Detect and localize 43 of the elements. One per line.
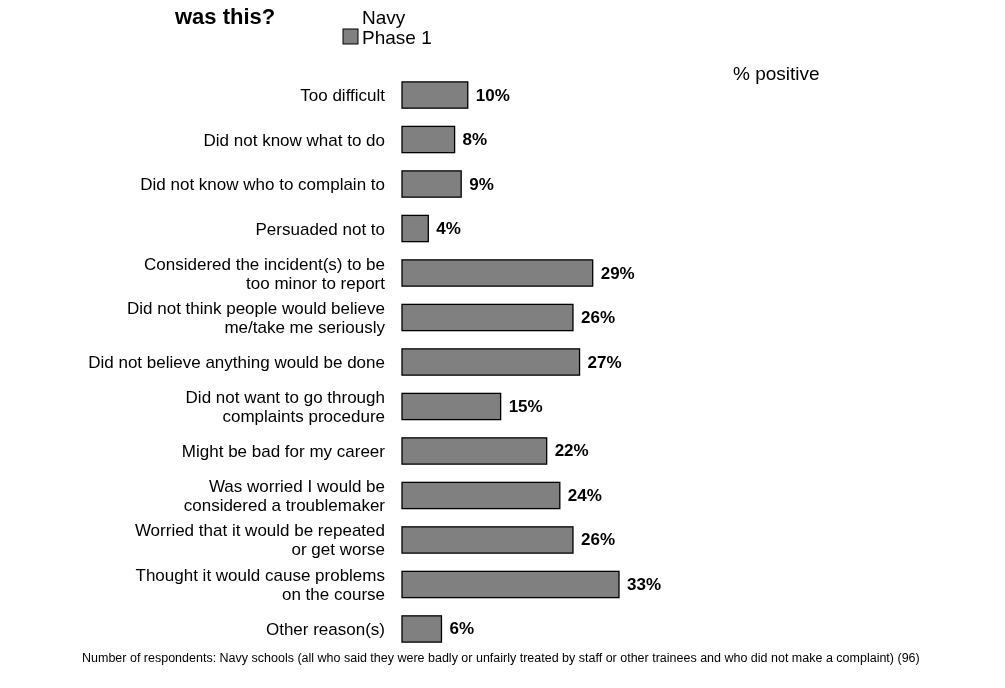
data-label: 15%: [508, 397, 543, 416]
bar: [401, 303, 574, 332]
y-tick-label: Did not know what to do: [203, 130, 385, 150]
legend-label: Navy Phase 1: [362, 7, 432, 48]
data-label: 4%: [436, 219, 461, 239]
y-tick-label: Did not want to go through complaints procedure: [185, 388, 385, 426]
bar: [401, 125, 456, 154]
y-tick-label: Did not believe anything would be done: [88, 353, 385, 372]
y-tick-label: Considered the incident(s) to be too minor to report: [144, 254, 386, 293]
data-label: 33%: [627, 574, 662, 594]
y-tick-label: Did not know who to complain to: [140, 175, 385, 195]
data-label: 22%: [554, 441, 589, 461]
y-tick-label: Persuaded not to: [255, 219, 385, 239]
bar: [401, 570, 620, 599]
bar: [401, 214, 429, 243]
data-label: 6%: [449, 619, 475, 639]
bar: [401, 81, 469, 109]
bar: [401, 481, 561, 510]
y-tick-label: Was worried I would be considered a troublemaker: [183, 476, 386, 515]
bar: [401, 348, 581, 376]
y-tick-label: Thought it would cause problems on the course: [135, 565, 385, 604]
data-label: 9%: [469, 174, 494, 194]
data-label: 26%: [580, 308, 615, 327]
annotation: Number of respondents: Navy schools (all who said they were badly or unfairly treated by staff or other trainees and who did not make a complaint) (96): [82, 650, 921, 667]
data-label: 24%: [567, 485, 602, 505]
y-tick-label: Other reason(s): [265, 619, 385, 639]
data-label: 27%: [587, 352, 622, 372]
bar: [401, 437, 548, 465]
text: was this?: [174, 4, 276, 29]
y-tick-label: Worried that it would be repeated or get worse: [134, 521, 385, 560]
bar: [401, 170, 462, 198]
data-label: 10%: [475, 85, 510, 105]
y-tick-label: Did not think people would believe me/take me seriously: [126, 299, 386, 337]
text: % positive: [733, 63, 820, 84]
bar: [401, 392, 502, 421]
bar: [401, 259, 594, 287]
y-tick-label: Might be bad for my career: [181, 441, 386, 461]
data-label: 8%: [462, 130, 488, 150]
data-label: 29%: [600, 263, 635, 283]
data-label: 26%: [580, 530, 615, 550]
bar: [401, 526, 574, 554]
y-tick-label: Too difficult: [300, 86, 386, 106]
bar: [401, 615, 443, 643]
